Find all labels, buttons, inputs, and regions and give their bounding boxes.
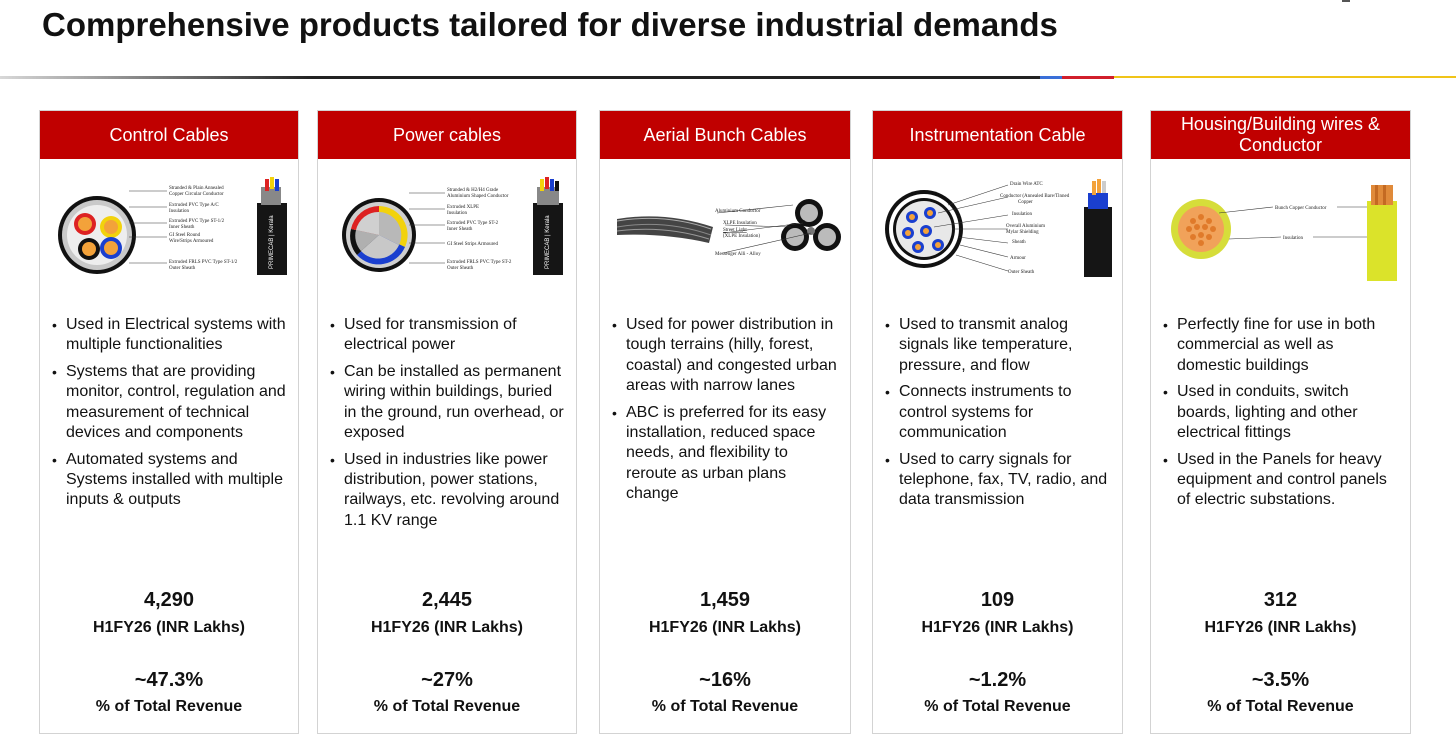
svg-text:Inner Sheath: Inner Sheath — [169, 225, 195, 230]
svg-text:PRIMECAB | Kerala: PRIMECAB | Kerala — [545, 215, 551, 269]
product-card-housing-building-wires: Housing/Building wires & Conductor Bunch… — [1150, 110, 1411, 734]
bullet-item: Used for transmission of electrical powe… — [328, 315, 566, 356]
svg-text:Outer Sheath: Outer Sheath — [447, 266, 474, 271]
housing-wire-image: Bunch Copper Conductor Insulation — [1151, 171, 1410, 291]
svg-text:Extruded FRLS PVC Type ST-1/2: Extruded FRLS PVC Type ST-1/2 — [169, 260, 238, 265]
bullet-list: Used for power distribution in tough ter… — [610, 315, 840, 511]
revenue-value: 4,290 — [143, 589, 195, 611]
aerial-bunch-cable-image: Aluminium Conductor XLPE Insulation Stre… — [600, 171, 850, 291]
revenue-share-label: % of Total Revenue — [1207, 698, 1354, 715]
card-title: Power cables — [318, 111, 576, 159]
svg-text:Street Light: Street Light — [723, 228, 747, 233]
corner-mark — [1342, 0, 1350, 2]
revenue-share-label: % of Total Revenue — [651, 698, 799, 715]
svg-text:Insulation: Insulation — [1012, 212, 1032, 217]
revenue-label: H1FY26 (INR Lakhs) — [921, 619, 1074, 636]
bullet-item: Perfectly fine for use in both commercia… — [1161, 315, 1400, 376]
bullet-item: Can be installed as permanent wiring wit… — [328, 362, 566, 443]
bullet-item: ABC is preferred for its easy installati… — [610, 403, 840, 504]
svg-text:GI Steel Round: GI Steel Round — [169, 233, 201, 238]
title-divider — [0, 76, 1040, 79]
svg-text:Extruded PVC Type ST-1/2: Extruded PVC Type ST-1/2 — [169, 219, 225, 224]
svg-text:(XLPE Insulation): (XLPE Insulation) — [723, 234, 760, 239]
bullet-list: Used to transmit analog signals like tem… — [883, 315, 1112, 517]
svg-text:Insulation: Insulation — [169, 209, 189, 214]
svg-text:Outer Sheath: Outer Sheath — [1008, 270, 1035, 275]
divider-accent-blue — [1040, 76, 1062, 79]
divider-accent-yellow — [1114, 76, 1456, 78]
instrumentation-cable-image: Drain Wire ATC Conductor (Annealed Bare/… — [873, 171, 1122, 291]
bullet-item: Connects instruments to control systems … — [883, 382, 1112, 443]
revenue-share-label: % of Total Revenue — [95, 698, 243, 715]
bullet-list: Perfectly fine for use in both commercia… — [1161, 315, 1400, 517]
card-title: Housing/Building wires & Conductor — [1151, 111, 1410, 159]
revenue-value: 1,459 — [699, 589, 751, 611]
product-card-power-cables: Power cables Stranded & H2/H4 Grade Alum… — [317, 110, 577, 734]
svg-text:Wire/Strips Armoured: Wire/Strips Armoured — [169, 239, 214, 244]
bullet-item: Used for power distribution in tough ter… — [610, 315, 840, 396]
card-title: Instrumentation Cable — [873, 111, 1122, 159]
svg-text:XLPE Insulation: XLPE Insulation — [723, 221, 757, 226]
bullet-item: Used in industries like power distributi… — [328, 450, 566, 531]
revenue-value: 312 — [1263, 589, 1298, 611]
bullet-item: Used in Electrical systems with multiple… — [50, 315, 288, 356]
svg-text:Aluminium Conductor: Aluminium Conductor — [715, 209, 761, 214]
page-title: Comprehensive products tailored for dive… — [42, 6, 1058, 43]
svg-text:Messenger Alli - Alloy: Messenger Alli - Alloy — [715, 252, 761, 257]
revenue-share-value: ~3.5% — [1251, 669, 1310, 691]
svg-text:Outer Sheath: Outer Sheath — [169, 266, 196, 271]
bullet-item: Used to carry signals for telephone, fax… — [883, 450, 1112, 511]
divider-accent-red — [1062, 76, 1114, 79]
bullet-item: Automated systems and Systems installed … — [50, 450, 288, 511]
svg-text:Extruded FRLS PVC Type ST-2: Extruded FRLS PVC Type ST-2 — [447, 260, 512, 265]
card-title: Aerial Bunch Cables — [600, 111, 850, 159]
svg-text:Conductor (Annealed Bare/Tinne: Conductor (Annealed Bare/Tinned — [1000, 194, 1070, 199]
product-card-aerial-bunch-cables: Aerial Bunch Cables Aluminium Conductor … — [599, 110, 851, 734]
product-card-instrumentation-cable: Instrumentation Cable Drain Wire ATC Con… — [872, 110, 1123, 734]
svg-text:Overall Aluminium: Overall Aluminium — [1006, 224, 1045, 229]
product-card-control-cables: Control Cables Stranded & Plain Annealed… — [39, 110, 299, 734]
revenue-share-label: % of Total Revenue — [924, 698, 1071, 715]
svg-text:Copper: Copper — [1018, 200, 1033, 205]
svg-text:Stranded & H2/H4 Grade: Stranded & H2/H4 Grade — [447, 188, 499, 193]
svg-text:Aluminium Shaped Conductor: Aluminium Shaped Conductor — [447, 194, 509, 199]
bullet-item: Used in the Panels for heavy equipment a… — [1161, 450, 1400, 511]
bullet-item: Systems that are providing monitor, cont… — [50, 362, 288, 443]
revenue-label: H1FY26 (INR Lakhs) — [1204, 619, 1357, 636]
bullet-item: Used to transmit analog signals like tem… — [883, 315, 1112, 376]
bullet-list: Used for transmission of electrical powe… — [328, 315, 566, 537]
svg-text:Drain Wire ATC: Drain Wire ATC — [1010, 182, 1043, 187]
power-cable-image: Stranded & H2/H4 Grade Aluminium Shaped … — [318, 171, 576, 291]
bullet-item: Used in conduits, switch boards, lightin… — [1161, 382, 1400, 443]
svg-text:Insulation: Insulation — [447, 211, 467, 216]
svg-text:Mylar Shielding: Mylar Shielding — [1006, 230, 1039, 235]
svg-text:Inner Sheath: Inner Sheath — [447, 227, 473, 232]
bullet-list: Used in Electrical systems with multiple… — [50, 315, 288, 517]
revenue-share-value: ~16% — [699, 669, 751, 691]
svg-text:Extruded XLPE: Extruded XLPE — [447, 205, 479, 210]
revenue-share-value: ~47.3% — [134, 669, 204, 691]
svg-text:Copper Circular Conductor: Copper Circular Conductor — [169, 192, 224, 197]
revenue-share-value: ~1.2% — [968, 669, 1027, 691]
svg-text:Extruded PVC Type A/C: Extruded PVC Type A/C — [169, 203, 219, 208]
svg-text:GI Steel Strips Armoured: GI Steel Strips Armoured — [447, 242, 498, 247]
revenue-share-value: ~27% — [421, 669, 473, 691]
svg-text:Armour: Armour — [1010, 256, 1026, 261]
revenue-value: 109 — [980, 589, 1015, 611]
revenue-label: H1FY26 (INR Lakhs) — [648, 619, 802, 636]
revenue-label: H1FY26 (INR Lakhs) — [370, 619, 524, 636]
control-cable-image: Stranded & Plain Annealed Copper Circula… — [40, 171, 298, 291]
svg-text:Stranded & Plain Annealed: Stranded & Plain Annealed — [169, 186, 224, 191]
card-title: Control Cables — [40, 111, 298, 159]
svg-text:Insulation: Insulation — [1283, 236, 1303, 241]
revenue-label: H1FY26 (INR Lakhs) — [92, 619, 246, 636]
svg-text:Sheath: Sheath — [1012, 240, 1026, 245]
revenue-share-label: % of Total Revenue — [373, 698, 521, 715]
svg-text:Extruded PVC Type ST-2: Extruded PVC Type ST-2 — [447, 221, 499, 226]
svg-text:PRIMECAB | Kerala: PRIMECAB | Kerala — [269, 215, 275, 269]
svg-text:Bunch Copper Conductor: Bunch Copper Conductor — [1275, 206, 1327, 211]
revenue-value: 2,445 — [421, 589, 473, 611]
